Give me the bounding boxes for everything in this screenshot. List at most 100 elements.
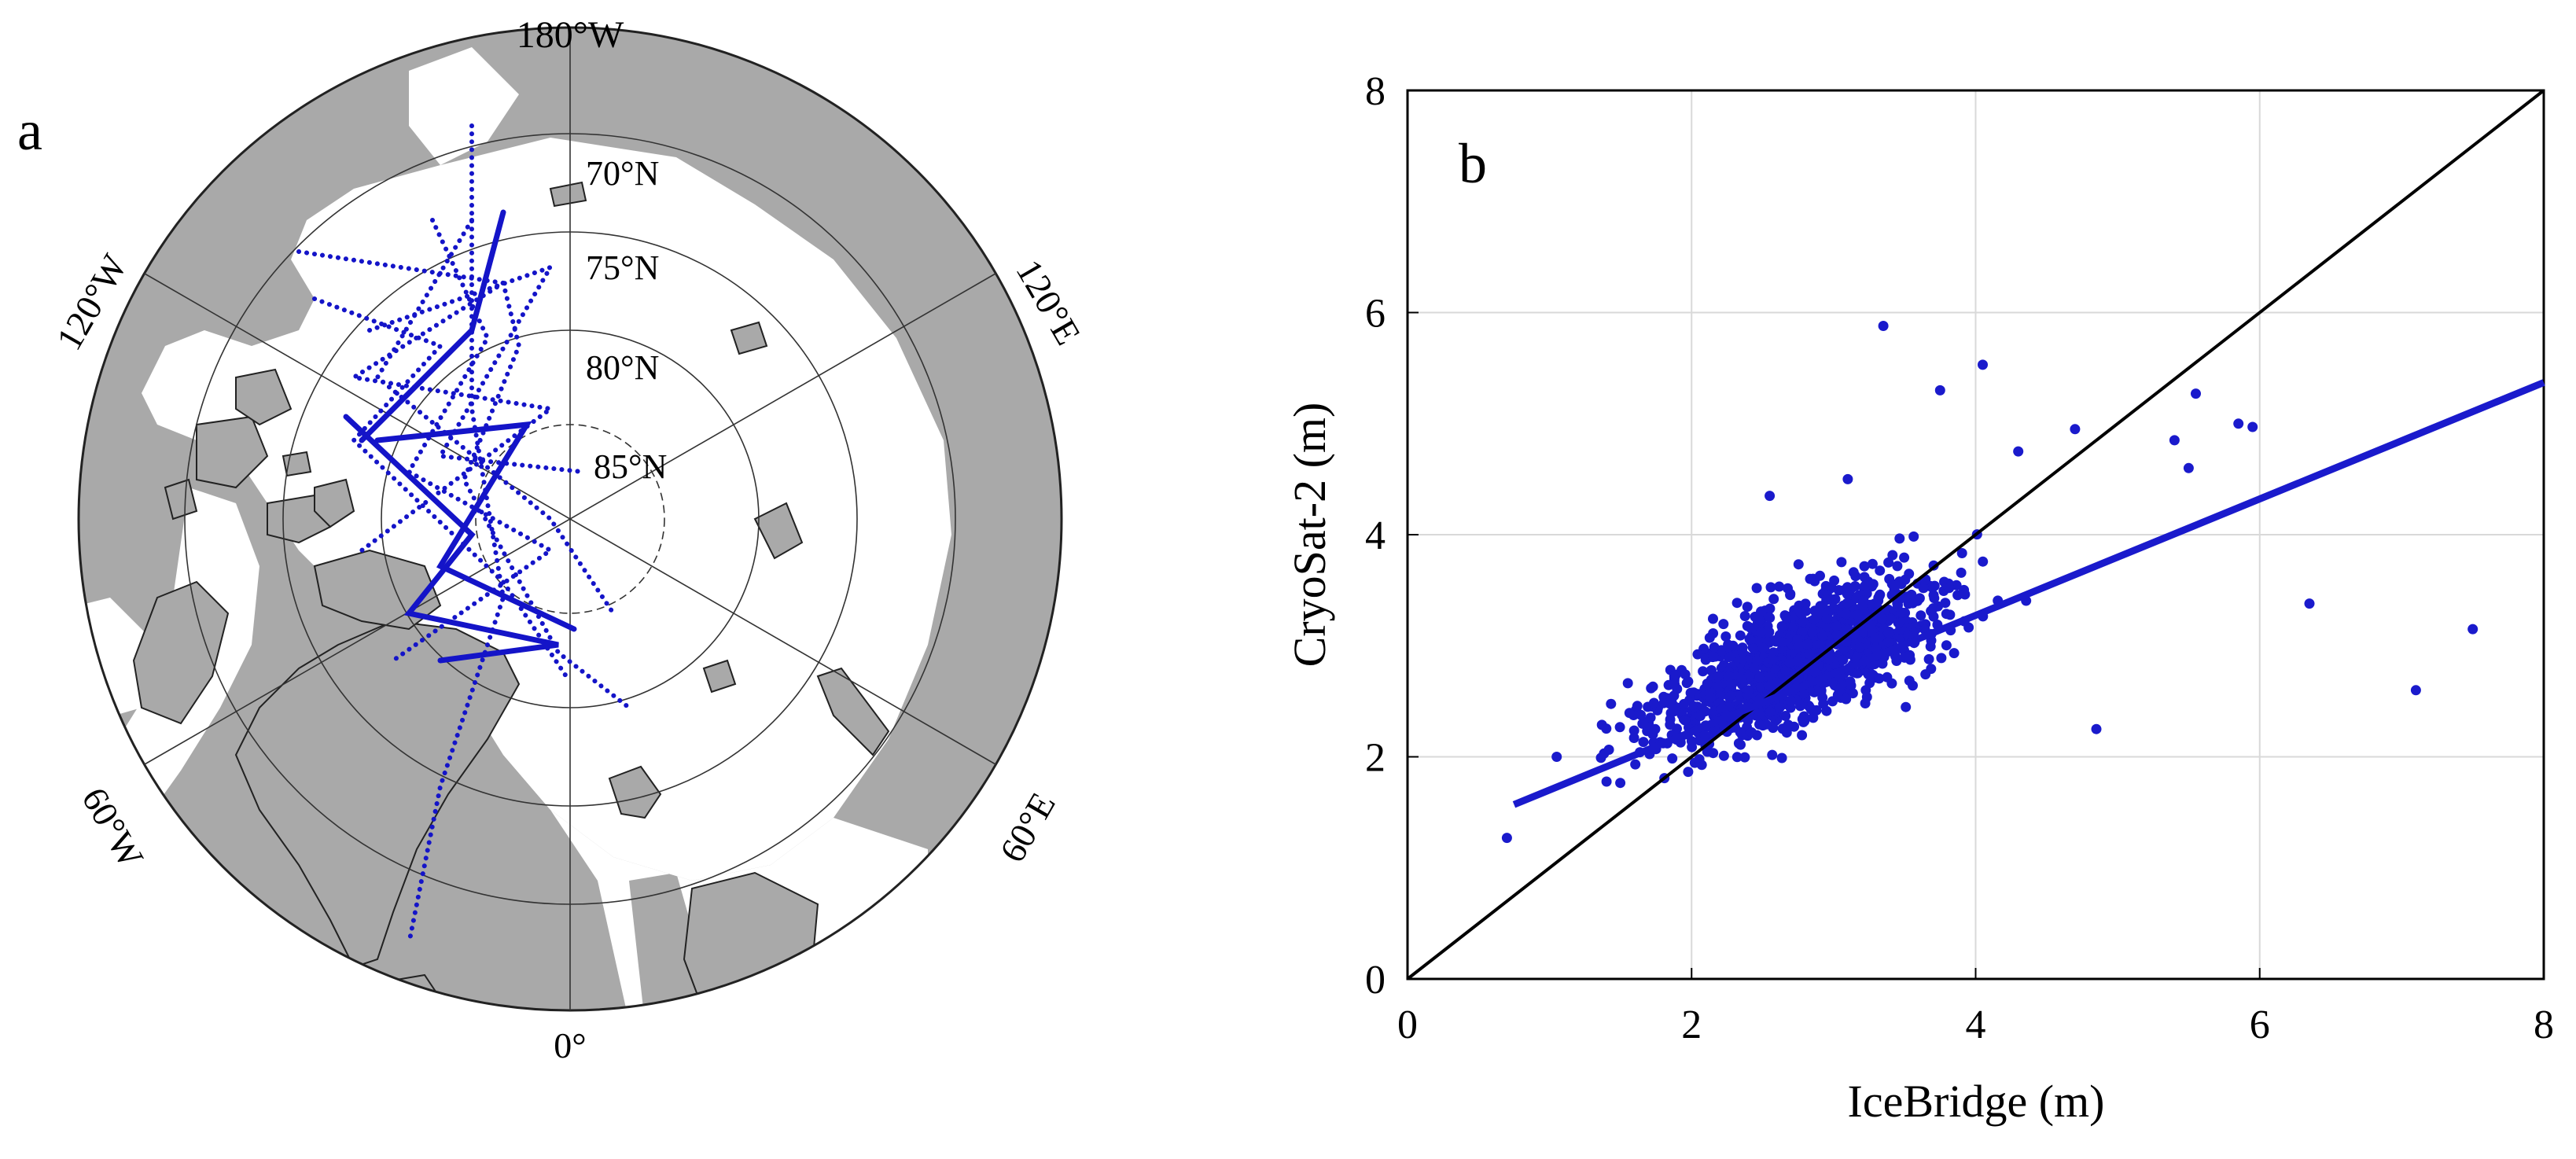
wrangel-island — [549, 181, 587, 208]
data-point — [1720, 631, 1731, 642]
data-point — [1754, 719, 1765, 730]
data-point — [1709, 705, 1720, 716]
data-point — [1755, 627, 1766, 638]
data-point — [1864, 678, 1875, 689]
data-point — [2169, 435, 2180, 446]
data-point — [1776, 621, 1787, 631]
lon-label-60w: 60°W — [74, 781, 151, 874]
data-point — [1765, 706, 1776, 717]
data-point — [1892, 561, 1903, 572]
data-point — [2091, 723, 2102, 734]
lon-label-180w: 180°W — [517, 14, 624, 56]
data-point — [2467, 624, 2478, 635]
data-point — [1904, 675, 1915, 686]
data-point — [1929, 593, 1940, 604]
track — [391, 218, 555, 663]
victoria-island — [196, 415, 269, 489]
franz-josef-land — [702, 659, 737, 694]
data-point — [2304, 598, 2315, 609]
track — [296, 249, 557, 553]
data-point — [1765, 613, 1776, 624]
data-point — [1878, 321, 1889, 331]
data-point — [1944, 583, 1955, 594]
banks-island — [235, 368, 293, 426]
data-point — [1820, 580, 1831, 591]
data-point — [1875, 565, 1886, 576]
data-point — [1858, 595, 1869, 606]
data-point — [1774, 702, 1785, 713]
data-point — [1793, 641, 1804, 652]
data-point — [1797, 730, 1808, 741]
data-point — [2410, 685, 2421, 696]
data-point — [1945, 609, 1956, 620]
arctic-ocean — [142, 138, 951, 881]
data-point — [1785, 588, 1796, 599]
data-point — [1694, 754, 1705, 765]
data-point — [1821, 594, 1832, 605]
data-point — [2070, 424, 2081, 435]
data-point — [1852, 609, 1863, 620]
data-point — [1928, 611, 1939, 622]
data-point — [1804, 649, 1815, 659]
data-point — [1809, 667, 1820, 678]
data-point — [1708, 613, 1718, 624]
data-point — [1784, 657, 1795, 668]
icebridge-tracks-dense — [343, 209, 577, 664]
data-point — [1679, 698, 1690, 709]
data-point — [1859, 561, 1870, 572]
data-point — [1615, 778, 1626, 789]
svalbard — [608, 765, 662, 819]
data-point — [1777, 637, 1788, 648]
data-point — [1772, 677, 1783, 688]
data-point — [1894, 533, 1905, 544]
scandinavia — [683, 871, 819, 1010]
data-point — [1817, 631, 1828, 642]
data-point — [1748, 643, 1759, 654]
novaya-zemlya — [816, 667, 890, 756]
data-point — [1749, 662, 1760, 673]
data-point — [1667, 753, 1678, 764]
data-point — [2013, 446, 2024, 457]
y-axis-label: CryoSat-2 (m) — [1284, 403, 1335, 668]
data-point — [1901, 701, 1912, 712]
data-point — [1899, 652, 1910, 663]
data-point — [1735, 630, 1746, 641]
baffin-island — [132, 580, 230, 725]
data-point — [1797, 714, 1808, 725]
data-point — [1941, 640, 1952, 651]
data-point — [1841, 694, 1852, 705]
x-tick-label: 6 — [2250, 1003, 2270, 1047]
data-point — [1708, 651, 1719, 662]
data-point — [1815, 570, 1825, 581]
data-point — [1768, 594, 1779, 605]
data-point — [1854, 642, 1865, 653]
data-point — [1731, 752, 1742, 763]
data-point — [1809, 614, 1820, 625]
data-point — [1725, 690, 1736, 701]
data-point — [1845, 676, 1856, 687]
lat-label-70: 70°N — [586, 154, 659, 193]
meridian-120e — [144, 273, 996, 765]
data-point — [2191, 388, 2201, 399]
data-point — [1834, 585, 1845, 596]
x-tick-label: 4 — [1966, 1003, 1986, 1047]
data-point — [1751, 583, 1762, 594]
data-point — [1915, 610, 1926, 621]
data-point — [1883, 627, 1894, 638]
data-point — [1816, 687, 1827, 698]
hudson-bay — [79, 598, 157, 723]
data-point — [1842, 582, 1853, 593]
data-point — [1867, 558, 1878, 569]
data-point — [1899, 552, 1910, 563]
data-point — [1739, 611, 1750, 621]
x-tick-label: 2 — [1681, 1003, 1702, 1047]
data-point — [1680, 669, 1691, 680]
data-point — [1800, 598, 1811, 609]
graticule — [144, 28, 996, 1010]
data-point — [1978, 359, 1988, 370]
data-point — [1630, 759, 1641, 770]
data-point — [1647, 681, 1658, 692]
track — [359, 209, 506, 443]
regression-line — [1512, 379, 2545, 808]
